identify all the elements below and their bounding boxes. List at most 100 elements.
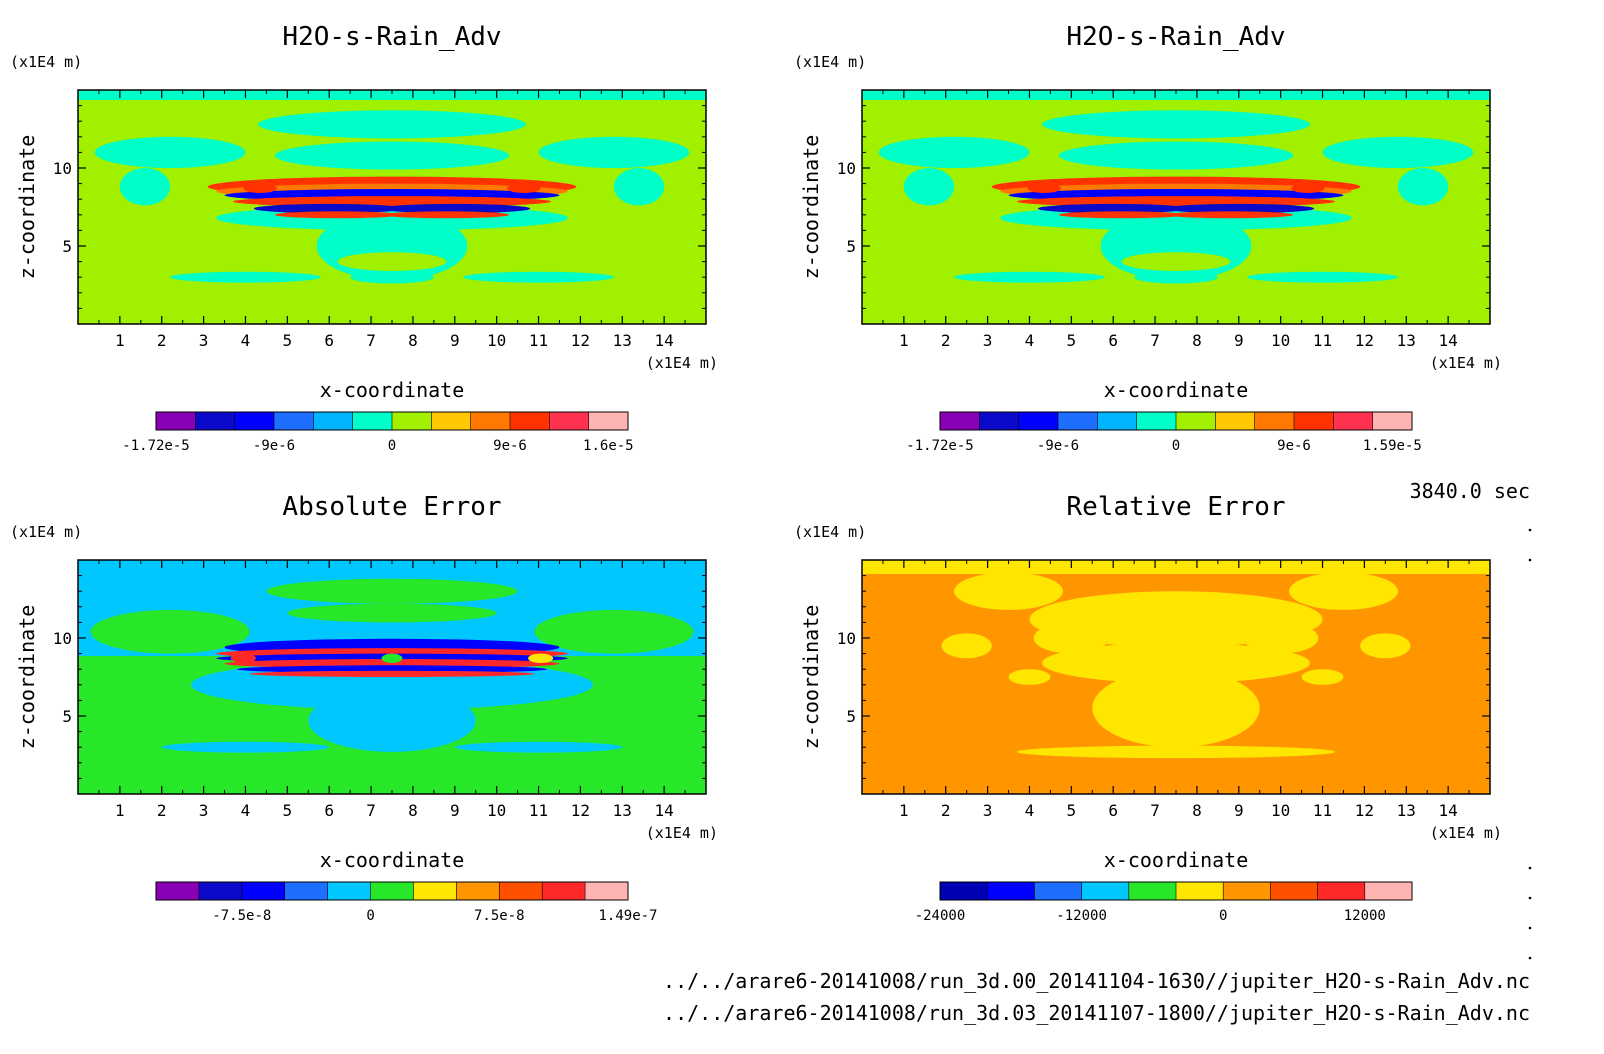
colorbar-swatch <box>1333 412 1374 430</box>
x-tick-label: 2 <box>941 801 951 820</box>
y-tick-label: 10 <box>53 629 72 648</box>
x-tick-label: 12 <box>1355 331 1374 350</box>
colorbar-label: 0 <box>366 908 374 924</box>
colorbar-swatch <box>274 412 314 430</box>
colorbar-swatch <box>327 882 372 900</box>
contour-region <box>253 203 405 214</box>
colorbar-swatch <box>370 882 414 900</box>
contour-region <box>383 211 510 219</box>
x-tick-label: 4 <box>1025 331 1035 350</box>
x-tick-label: 14 <box>655 801 674 820</box>
contour-region <box>454 741 623 753</box>
colorbar-frame <box>155 881 629 901</box>
contour-region <box>1058 141 1294 170</box>
x-tick-label: 5 <box>283 331 293 350</box>
x-tick-label: 8 <box>408 331 418 350</box>
contour-region <box>1033 622 1110 654</box>
colorbar-label: 0 <box>1172 438 1180 454</box>
contour-region <box>1291 183 1325 193</box>
colorbar-swatch <box>1136 412 1177 430</box>
colorbar-swatch <box>1294 412 1334 430</box>
contour-region <box>1322 136 1474 168</box>
colorbar-swatch <box>284 882 329 900</box>
x-axis-label: x-coordinate <box>1104 378 1249 402</box>
x-axis-label: x-coordinate <box>320 378 465 402</box>
colorbar-swatch <box>1317 882 1366 900</box>
x-tick-label: 7 <box>366 331 376 350</box>
colorbar-swatch <box>241 882 286 900</box>
contour-region <box>507 183 541 193</box>
x-tick-label: 12 <box>1355 801 1374 820</box>
contour-region <box>463 271 614 283</box>
x-tick-label: 8 <box>1192 801 1202 820</box>
colorbar-swatch <box>585 882 629 900</box>
colorbar-label: -1.72e-5 <box>906 438 973 454</box>
y-tick-label: 10 <box>53 159 72 178</box>
x-tick-label: 11 <box>529 331 548 350</box>
contour-region <box>613 168 665 206</box>
x-tick-label: 13 <box>613 331 632 350</box>
contour-region <box>1360 633 1411 659</box>
colorbar-label: 9e-6 <box>493 438 527 454</box>
dot-marker <box>1528 866 1532 870</box>
x-unit-label: (x1E4 m) <box>1430 824 1502 842</box>
x-tick-label: 2 <box>157 801 167 820</box>
x-unit-label: (x1E4 m) <box>646 824 718 842</box>
y-tick-label: 10 <box>837 629 856 648</box>
colorbar-label: -1.72e-5 <box>122 438 189 454</box>
x-tick-label: 3 <box>983 331 993 350</box>
colorbar-swatch <box>1270 882 1319 900</box>
colorbar-swatch <box>156 882 200 900</box>
x-tick-label: 13 <box>1397 801 1416 820</box>
x-tick-label: 10 <box>487 801 506 820</box>
x-tick-label: 9 <box>450 801 460 820</box>
contour-region <box>1242 622 1319 654</box>
colorbar-swatch <box>549 412 590 430</box>
top-band <box>862 560 1490 574</box>
x-tick-label: 4 <box>241 801 251 820</box>
x-tick-label: 7 <box>366 801 376 820</box>
contour-region <box>237 665 547 674</box>
contour-region <box>1301 669 1344 685</box>
contour-region <box>1247 271 1398 283</box>
colorbar-swatch <box>1034 882 1083 900</box>
x-tick-label: 9 <box>1234 331 1244 350</box>
file-path-1: ../../arare6-20141008/run_3d.00_20141104… <box>663 969 1530 993</box>
contour-region <box>1042 110 1310 139</box>
contour-region <box>1121 252 1231 271</box>
x-unit-label: (x1E4 m) <box>1430 354 1502 372</box>
contour-region <box>287 603 497 623</box>
colorbar-swatch <box>499 882 543 900</box>
x-unit-label: (x1E4 m) <box>646 354 718 372</box>
contour-region <box>90 609 250 654</box>
colorbar-swatch <box>456 882 500 900</box>
y-unit-label: (x1E4 m) <box>794 53 866 71</box>
x-tick-label: 4 <box>241 331 251 350</box>
chart-panel-3: Absolute Error(x1E4 m)1 2 3 4 5 6 7 8 9 10 11 12 13 1… <box>10 492 718 924</box>
colorbar-swatch <box>1176 412 1216 430</box>
colorbar-swatch <box>1176 882 1224 900</box>
colorbar-swatch <box>413 882 457 900</box>
x-tick-label: 1 <box>899 801 909 820</box>
colorbar-swatch <box>1018 412 1059 430</box>
colorbar-swatch <box>1254 412 1295 430</box>
x-tick-label: 5 <box>283 801 293 820</box>
colorbar-label: 1.59e-5 <box>1363 438 1422 454</box>
dot-marker <box>1528 528 1532 532</box>
y-tick-label: 5 <box>846 237 856 256</box>
dot-marker <box>1528 558 1532 562</box>
x-tick-label: 11 <box>1313 801 1332 820</box>
contour-region <box>379 203 531 214</box>
colorbar-swatch <box>431 412 472 430</box>
contour-region <box>1134 270 1218 284</box>
colorbar-swatch <box>987 882 1035 900</box>
x-tick-label: 11 <box>1313 331 1332 350</box>
contour-region <box>119 168 171 206</box>
y-axis-label: z-coordinate <box>799 605 823 750</box>
colorbar-swatch <box>198 882 243 900</box>
plot-area <box>78 560 706 794</box>
y-axis-label: z-coordinate <box>15 135 39 280</box>
contour-region <box>954 572 1063 610</box>
colorbar-swatch <box>313 412 354 430</box>
x-tick-label: 13 <box>1397 331 1416 350</box>
